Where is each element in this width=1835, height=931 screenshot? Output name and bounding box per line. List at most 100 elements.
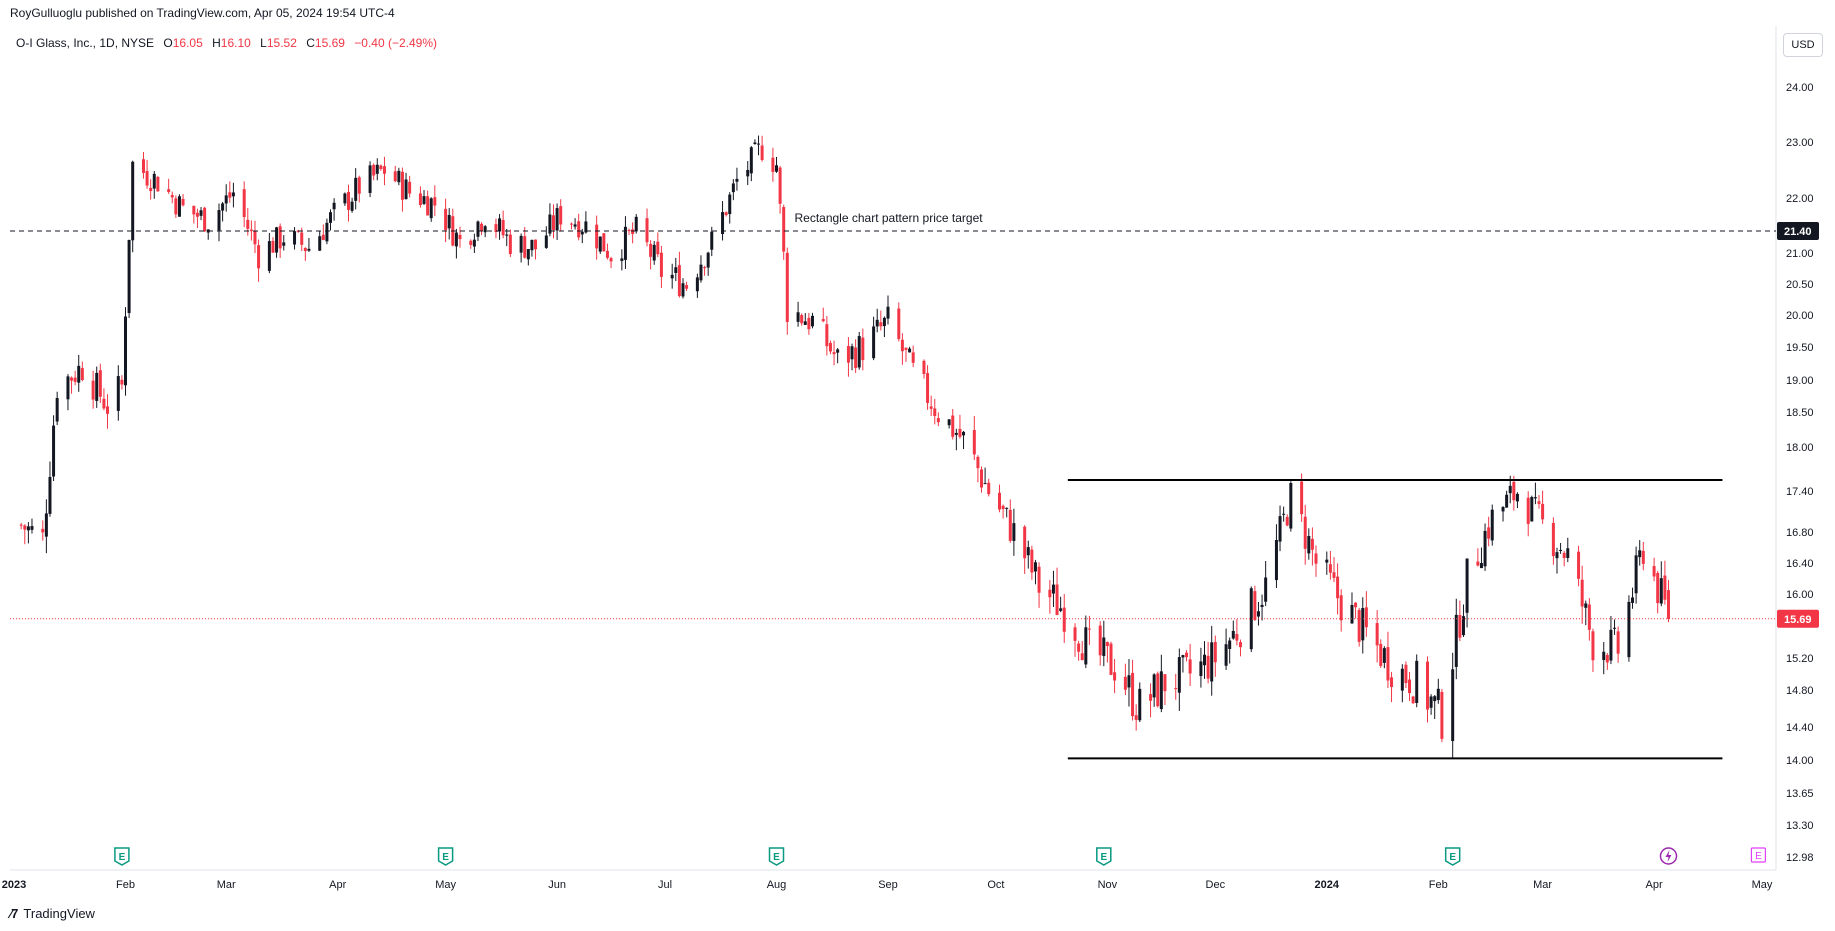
earnings-icon[interactable]: E bbox=[1444, 847, 1461, 866]
price-tick-label: 19.50 bbox=[1786, 342, 1814, 354]
candle-body bbox=[1357, 609, 1361, 642]
dividend-lightning-icon[interactable] bbox=[1659, 847, 1678, 865]
time-tick-label: Jul bbox=[658, 879, 672, 891]
candle-body bbox=[1098, 625, 1102, 656]
time-tick-label: Feb bbox=[1429, 879, 1448, 891]
candle-body bbox=[1105, 642, 1109, 647]
candle-body bbox=[1501, 507, 1505, 512]
candle-body bbox=[469, 240, 473, 245]
candle-body bbox=[580, 231, 584, 235]
candle-body bbox=[706, 252, 710, 268]
candle-body bbox=[433, 197, 437, 206]
candle-body bbox=[303, 247, 307, 252]
candle-body bbox=[645, 218, 649, 243]
currency-button[interactable]: USD bbox=[1783, 33, 1823, 57]
candle-body bbox=[149, 187, 153, 192]
candle-body bbox=[926, 373, 930, 403]
candle-body bbox=[1508, 485, 1512, 494]
price-chart[interactable]: Rectangle chart pattern price target 24.… bbox=[0, 0, 1835, 900]
candle-body bbox=[577, 221, 581, 238]
candle-body bbox=[1537, 501, 1541, 504]
candle-body bbox=[48, 476, 52, 514]
price-target-annotation[interactable]: Rectangle chart pattern price target bbox=[794, 211, 983, 225]
candle-body bbox=[249, 229, 253, 232]
candle-body bbox=[1562, 552, 1566, 558]
svg-text:E: E bbox=[442, 852, 449, 863]
candle-body bbox=[559, 206, 563, 225]
candle-body bbox=[544, 235, 548, 248]
future-earnings-icon[interactable]: E bbox=[1750, 847, 1767, 863]
candle-body bbox=[828, 342, 832, 352]
candle-body bbox=[476, 221, 480, 237]
candle-body bbox=[1274, 540, 1278, 581]
candle-body bbox=[631, 229, 635, 234]
close-value: 15.69 bbox=[314, 36, 345, 50]
candle-body bbox=[1300, 481, 1304, 515]
candle-body bbox=[728, 194, 732, 215]
candle-body bbox=[1238, 642, 1242, 648]
candle-body bbox=[555, 208, 559, 231]
candle-body bbox=[573, 224, 577, 227]
candle-body bbox=[1530, 497, 1534, 522]
candle-body bbox=[857, 336, 861, 368]
earnings-icon[interactable]: E bbox=[1096, 847, 1112, 866]
candle-body bbox=[116, 376, 120, 411]
candle-body bbox=[908, 348, 912, 353]
candle-body bbox=[854, 347, 858, 369]
candle-body bbox=[501, 220, 505, 236]
candle-body bbox=[598, 236, 602, 252]
candle-body bbox=[602, 233, 606, 252]
candle-body bbox=[1012, 523, 1016, 541]
candle-body bbox=[1123, 676, 1127, 690]
candle-body bbox=[332, 202, 336, 210]
earnings-icon[interactable]: E bbox=[437, 847, 454, 866]
tradingview-logo-icon: ⁄7 bbox=[10, 906, 18, 921]
candle-body bbox=[1113, 672, 1117, 681]
candle-body bbox=[911, 352, 915, 363]
candle-body bbox=[1404, 664, 1408, 684]
candle-body bbox=[850, 346, 854, 360]
earnings-icon[interactable]: E bbox=[768, 847, 785, 866]
candle-body bbox=[1476, 561, 1480, 566]
candle-body bbox=[267, 241, 271, 271]
candle-body bbox=[1062, 607, 1066, 632]
candle-body bbox=[1080, 653, 1084, 661]
candle-body bbox=[1541, 503, 1545, 520]
price-target-badge-label: 21.40 bbox=[1784, 226, 1812, 238]
candle-body bbox=[1461, 616, 1465, 636]
candle-body bbox=[199, 210, 203, 216]
time-axis[interactable]: 2023 Feb Mar Apr May Jun Jul Aug Sep Oct Nov Dec 202… bbox=[2, 879, 1773, 891]
candle-body bbox=[1213, 641, 1217, 663]
candle-body bbox=[458, 234, 462, 240]
candle-body bbox=[1001, 505, 1005, 510]
candle-body bbox=[569, 223, 573, 225]
candle-body bbox=[393, 171, 397, 182]
time-tick-label: Mar bbox=[1533, 879, 1552, 891]
earnings-icon[interactable]: E bbox=[114, 847, 130, 866]
candle-body bbox=[620, 258, 624, 261]
candle-body bbox=[757, 143, 761, 145]
candle-body bbox=[404, 179, 408, 200]
candle-body bbox=[246, 219, 250, 229]
candle-body bbox=[44, 513, 48, 537]
candle-body bbox=[77, 365, 81, 383]
candle-body bbox=[1224, 644, 1228, 666]
price-tick-label: 14.80 bbox=[1786, 685, 1814, 697]
candle-body bbox=[426, 196, 430, 216]
footer-brand: TradingView bbox=[23, 906, 95, 921]
price-axis[interactable]: 24.00 23.00 22.00 21.00 20.50 20.00 19.50 19.00… bbox=[1777, 82, 1819, 864]
candle-body bbox=[70, 377, 74, 381]
candle-body bbox=[429, 198, 433, 219]
candle-body bbox=[1289, 482, 1293, 529]
candle-body bbox=[800, 315, 804, 324]
candle-body bbox=[1490, 509, 1494, 541]
svg-text:E: E bbox=[1449, 852, 1456, 863]
candle-body bbox=[699, 264, 703, 281]
time-tick-label: Apr bbox=[329, 879, 346, 891]
candle-body bbox=[282, 242, 286, 246]
candle-body bbox=[307, 248, 311, 251]
candle-body bbox=[872, 326, 876, 359]
candle-body bbox=[983, 483, 987, 485]
candle-body bbox=[1591, 631, 1595, 661]
